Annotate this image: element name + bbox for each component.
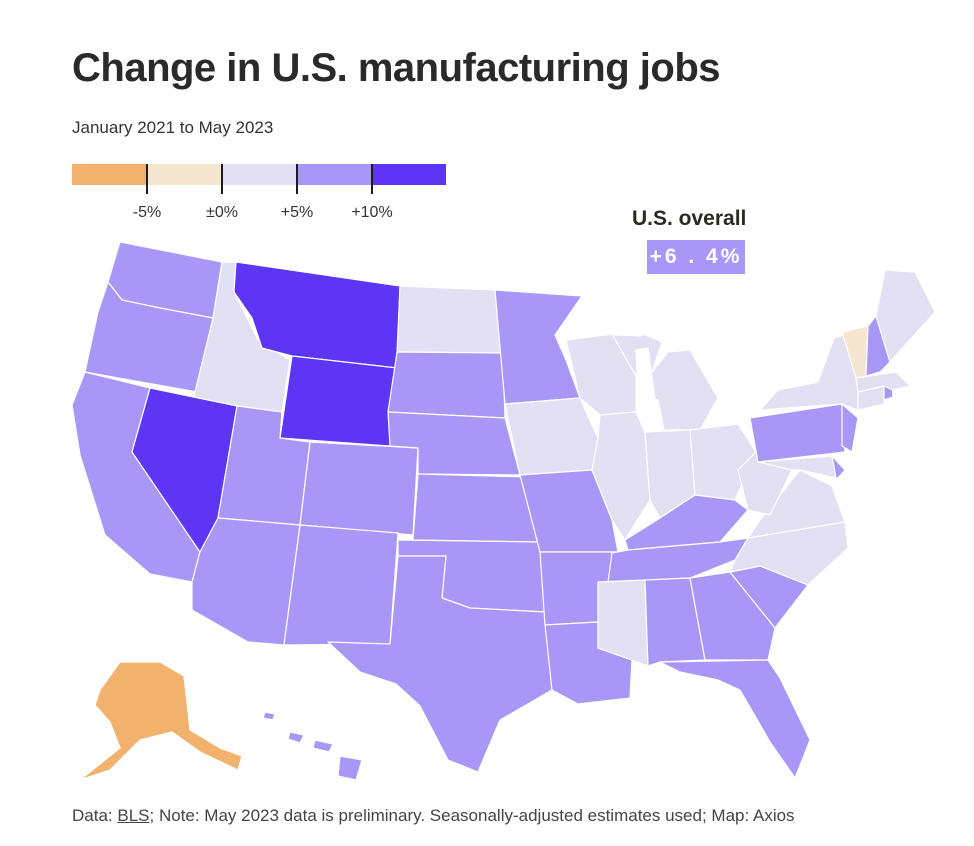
state-ME — [875, 269, 936, 363]
state-VA — [747, 469, 846, 539]
state-MD — [757, 455, 837, 479]
state-MO — [519, 469, 619, 553]
state-ND — [396, 285, 504, 354]
state-WY — [279, 355, 398, 447]
state-MA — [855, 371, 911, 393]
lake-superior — [584, 315, 666, 337]
state-MI — [589, 323, 719, 431]
state-PA — [749, 403, 846, 463]
footer-prefix: Data: — [72, 806, 118, 825]
state-SD — [387, 351, 506, 419]
footer-note: ; Note: May 2023 data is preliminary. Se… — [149, 806, 795, 825]
state-NH — [865, 315, 891, 377]
legend-swatch-2 — [222, 164, 297, 185]
legend-label-2: +5% — [280, 204, 314, 221]
bls-source-link[interactable]: BLS — [117, 806, 150, 825]
state-WV — [737, 451, 793, 516]
legend-label-0: -5% — [132, 204, 162, 221]
state-CO — [299, 441, 419, 536]
legend-tick-1 — [221, 164, 223, 194]
state-NY — [759, 329, 859, 411]
state-NM — [283, 524, 399, 646]
great-lakes — [584, 315, 666, 421]
state-HI — [262, 711, 363, 781]
legend-swatch-4 — [372, 164, 446, 185]
us-overall-label: U.S. overall — [632, 207, 747, 230]
legend-swatch-3 — [297, 164, 372, 185]
legend-bar — [72, 164, 446, 185]
legend-label-3: +10% — [351, 204, 393, 221]
legend-tick-3 — [371, 164, 373, 194]
state-TX — [327, 555, 553, 773]
state-GA — [689, 571, 776, 661]
lake-michigan — [635, 347, 656, 421]
map-title: Change in U.S. manufacturing jobs — [72, 46, 721, 90]
state-AK — [79, 661, 243, 781]
state-AZ — [191, 517, 301, 646]
us-overall-value-badge: +6 . 4% — [647, 240, 745, 274]
legend-swatch-0 — [72, 164, 147, 185]
legend-tick-0 — [146, 164, 148, 194]
state-FL — [659, 659, 811, 779]
state-IA — [504, 397, 599, 476]
state-KS — [412, 473, 541, 543]
legend-label-1: ±0% — [206, 204, 238, 221]
map-subtitle: January 2021 to May 2023 — [72, 118, 274, 137]
color-legend: -5% ±0% +5% +10% — [72, 164, 446, 222]
legend-swatch-1 — [147, 164, 222, 185]
source-footer: Data: BLS; Note: May 2023 data is prelim… — [72, 806, 795, 826]
state-DE — [831, 455, 846, 479]
legend-tick-2 — [296, 164, 298, 194]
state-NJ — [841, 403, 859, 453]
